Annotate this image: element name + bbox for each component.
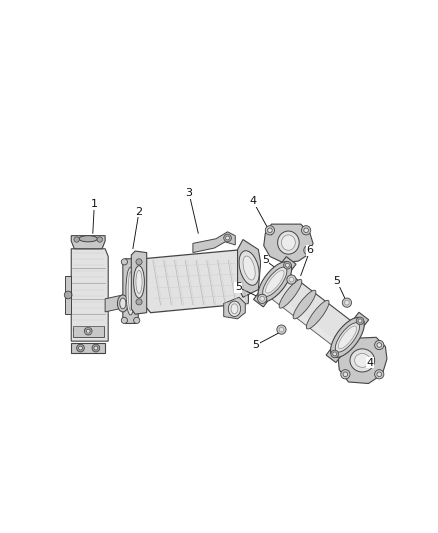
Polygon shape — [261, 266, 362, 353]
Polygon shape — [105, 295, 123, 312]
Text: 4: 4 — [249, 196, 257, 206]
Polygon shape — [261, 285, 346, 353]
Circle shape — [265, 225, 275, 235]
Circle shape — [134, 317, 140, 324]
Ellipse shape — [120, 298, 126, 309]
Circle shape — [374, 341, 384, 350]
Polygon shape — [65, 276, 71, 314]
Polygon shape — [71, 249, 108, 341]
Circle shape — [258, 294, 266, 302]
Circle shape — [331, 350, 339, 358]
Circle shape — [134, 259, 140, 265]
Circle shape — [224, 234, 231, 242]
Text: 5: 5 — [333, 276, 340, 286]
Circle shape — [86, 329, 90, 333]
Circle shape — [64, 291, 72, 299]
Ellipse shape — [228, 301, 240, 317]
Circle shape — [374, 370, 384, 379]
Circle shape — [377, 372, 381, 377]
Circle shape — [136, 299, 142, 305]
Polygon shape — [254, 256, 296, 307]
Circle shape — [341, 370, 350, 379]
Ellipse shape — [117, 295, 128, 312]
Circle shape — [345, 301, 349, 305]
Circle shape — [268, 228, 272, 232]
Polygon shape — [224, 297, 245, 319]
Circle shape — [260, 296, 264, 300]
Ellipse shape — [350, 349, 374, 372]
Circle shape — [304, 228, 308, 232]
Ellipse shape — [243, 256, 255, 280]
Ellipse shape — [128, 272, 133, 310]
Polygon shape — [123, 259, 138, 324]
Ellipse shape — [331, 317, 364, 358]
Circle shape — [286, 263, 290, 267]
Circle shape — [333, 352, 337, 356]
Polygon shape — [131, 251, 147, 314]
Ellipse shape — [263, 267, 287, 296]
Ellipse shape — [258, 262, 292, 302]
Circle shape — [358, 319, 362, 323]
Ellipse shape — [278, 231, 299, 254]
Circle shape — [377, 343, 381, 348]
Circle shape — [301, 225, 311, 235]
Ellipse shape — [126, 267, 135, 315]
Circle shape — [226, 236, 230, 240]
Circle shape — [94, 346, 98, 350]
Circle shape — [277, 325, 286, 334]
Circle shape — [287, 275, 296, 284]
Polygon shape — [338, 337, 387, 384]
Text: 4: 4 — [367, 358, 374, 368]
Ellipse shape — [338, 326, 357, 349]
Circle shape — [74, 237, 79, 242]
Circle shape — [92, 344, 100, 352]
Circle shape — [121, 317, 127, 324]
Ellipse shape — [231, 304, 238, 314]
Circle shape — [97, 237, 102, 242]
Circle shape — [279, 327, 284, 332]
Circle shape — [343, 372, 348, 377]
Circle shape — [306, 248, 311, 253]
Circle shape — [258, 294, 267, 303]
Polygon shape — [193, 232, 235, 253]
Ellipse shape — [265, 270, 284, 293]
Text: 2: 2 — [135, 207, 142, 217]
Circle shape — [342, 298, 352, 308]
Circle shape — [289, 277, 294, 282]
Polygon shape — [71, 236, 105, 249]
Ellipse shape — [355, 353, 370, 367]
Polygon shape — [73, 326, 103, 337]
Polygon shape — [71, 343, 105, 353]
Polygon shape — [237, 239, 261, 297]
Text: 1: 1 — [91, 199, 98, 209]
Polygon shape — [143, 249, 248, 313]
Circle shape — [78, 346, 82, 350]
Ellipse shape — [282, 235, 295, 251]
Polygon shape — [264, 224, 313, 263]
Text: 5: 5 — [253, 340, 260, 350]
Text: 6: 6 — [307, 245, 314, 255]
Ellipse shape — [293, 290, 316, 319]
Ellipse shape — [79, 236, 97, 242]
Circle shape — [343, 343, 348, 348]
Circle shape — [85, 327, 92, 335]
Circle shape — [136, 259, 142, 265]
Polygon shape — [326, 312, 369, 362]
Circle shape — [356, 317, 364, 325]
Ellipse shape — [306, 300, 329, 329]
Circle shape — [260, 296, 265, 301]
Circle shape — [304, 246, 313, 255]
Ellipse shape — [136, 270, 142, 294]
Circle shape — [283, 261, 291, 269]
Text: 5: 5 — [262, 255, 269, 265]
Ellipse shape — [134, 265, 145, 298]
Circle shape — [77, 344, 85, 352]
Ellipse shape — [239, 251, 259, 285]
Ellipse shape — [336, 323, 360, 352]
Text: 5: 5 — [235, 282, 242, 292]
Circle shape — [121, 259, 127, 265]
Ellipse shape — [279, 279, 302, 308]
Circle shape — [341, 341, 350, 350]
Text: 3: 3 — [186, 188, 193, 198]
